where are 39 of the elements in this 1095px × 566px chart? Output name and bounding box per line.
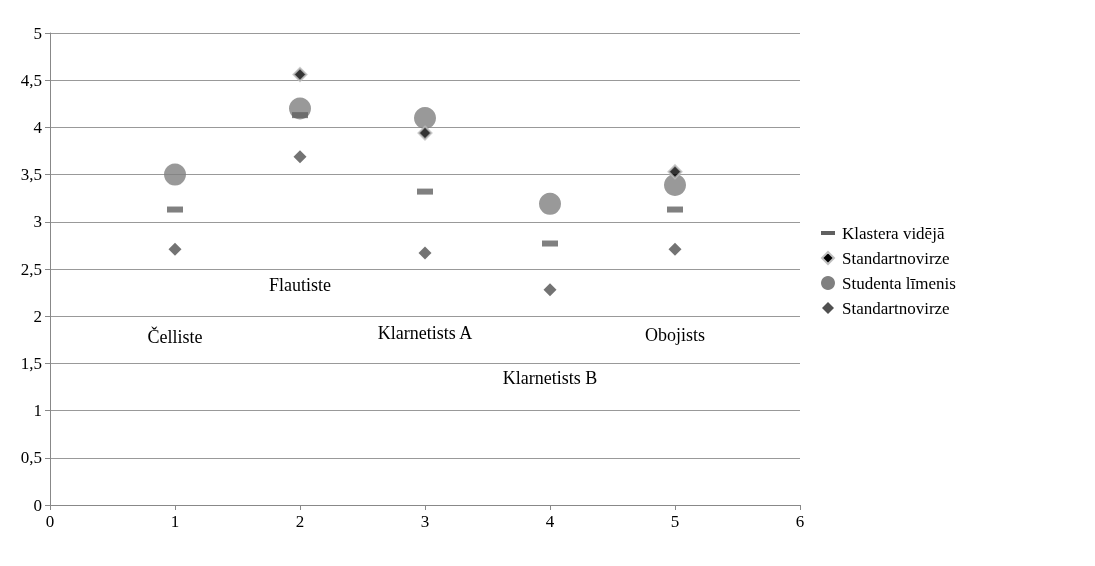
y-tick-label: 0 — [33, 495, 42, 515]
point — [164, 163, 186, 186]
annotation: Čelliste — [147, 326, 203, 347]
point — [417, 125, 433, 141]
y-tick-label: 4,5 — [20, 70, 42, 90]
point — [664, 173, 686, 196]
x-tick-label: 3 — [420, 512, 430, 531]
y-tick-label: 2 — [33, 306, 42, 326]
point — [668, 242, 682, 256]
annotation: Flautiste — [269, 275, 332, 295]
y-tick-label: 0,5 — [20, 448, 42, 468]
x-tick-label: 0 — [45, 512, 55, 531]
point — [293, 150, 307, 164]
x-tick-label: 5 — [670, 512, 680, 531]
legend-label: Standartnovirze — [842, 248, 950, 268]
point — [539, 192, 561, 215]
x-tick-label: 1 — [170, 512, 180, 531]
annotation: Klarnetists A — [377, 323, 473, 343]
annotation: Klarnetists B — [502, 368, 598, 388]
x-tick-label: 6 — [795, 512, 805, 531]
y-tick-label: 1 — [33, 401, 42, 421]
annotation: Obojists — [644, 325, 706, 345]
legend-label: Studenta līmenis — [842, 273, 956, 293]
point — [292, 67, 308, 83]
point — [543, 283, 557, 297]
y-tick-label: 1,5 — [20, 353, 42, 373]
legend-label: Standartnovirze — [842, 298, 950, 318]
y-tick-label: 5 — [33, 23, 42, 43]
point — [418, 246, 432, 260]
y-tick-label: 4 — [33, 117, 43, 137]
point — [667, 164, 683, 180]
point — [168, 242, 182, 256]
x-tick-label: 2 — [295, 512, 305, 531]
y-tick-label: 2,5 — [20, 259, 42, 279]
point — [414, 106, 436, 129]
x-tick-label: 4 — [545, 512, 555, 531]
legend-label: Klastera vidējā — [842, 223, 945, 243]
y-tick-label: 3,5 — [20, 165, 42, 185]
y-tick-label: 3 — [33, 212, 42, 232]
